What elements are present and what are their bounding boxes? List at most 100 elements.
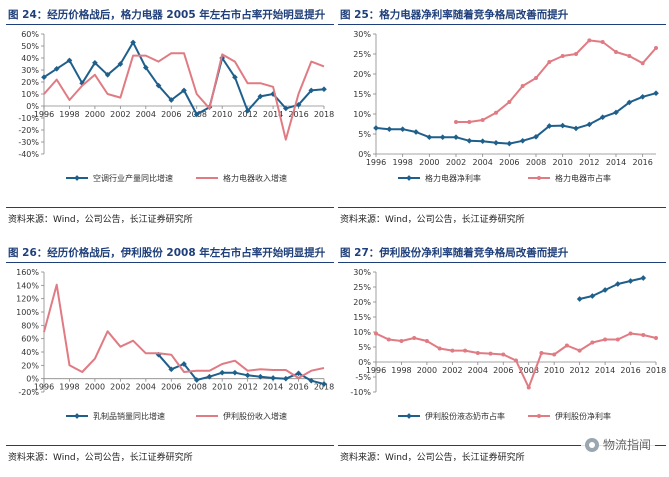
x-tick-label: 2016 [288,383,308,392]
data-point [479,138,486,145]
x-tick-label: 2002 [110,110,130,119]
x-tick-label: 2016 [620,366,640,375]
chart-title: 图 25：格力电器净利率随着竞争格局改善而提升 [340,9,569,21]
data-point [475,351,480,355]
data-point [494,110,498,115]
source-note: 资料来源：Wind，公司公告，长江证券研究所 [8,215,193,225]
data-point [560,54,565,58]
data-point [640,61,645,66]
data-point [412,336,417,340]
data-point [576,296,583,302]
data-point [547,60,552,64]
data-point [574,52,578,56]
data-point [627,54,632,58]
y-tick-label: 10% [353,328,371,337]
data-point [603,337,608,342]
line-chart-25: 0% 5% 10% 15% 20% 25% 30% 1996 1998 2000 2002 2004 2… [353,30,659,183]
x-tick-label: 2012 [579,158,599,167]
data-point [386,126,393,133]
y-tick-label: -20% [18,388,39,397]
x-tick-label: 2004 [136,383,156,392]
x-tick-label: 2004 [136,110,156,119]
x-tick-label: 2002 [442,366,462,375]
data-point [573,125,579,132]
data-point [282,375,289,382]
legend-marker [74,175,80,181]
legend-label: 伊利股份收入增速 [223,411,287,421]
data-point [386,337,391,342]
chart-panel-24: 图 24：经历价格战后，格力电器 2005 年左右市占率开始明显提升 -40% -… [6,2,334,234]
title-rule [338,24,666,25]
y-tick-label: 25% [353,283,371,292]
x-tick-label: 2018 [314,383,334,392]
y-tick-label: 0% [358,358,371,367]
y-tick-label: -40% [18,150,39,159]
data-point [600,40,605,44]
data-point [590,340,595,345]
data-point [270,375,276,381]
data-point [577,348,582,353]
data-point [437,346,442,351]
x-tick-label: 2010 [212,383,232,392]
data-point [641,333,646,337]
line-chart-27: -10% -5% 0% 5% 10% 15% 20% 25% 30% 1996 1998 2000 20… [350,268,666,421]
data-point [193,377,200,383]
data-point [104,71,111,78]
y-tick-label: -10% [18,114,39,123]
x-tick-label: 2010 [552,158,572,167]
chart-panel-25: 图 25：格力电器净利率随着竞争格局改善而提升 0% 5% 10% 15% 20% 25%… [338,2,666,234]
legend-label: 伊利股份净利率 [555,411,611,421]
line-chart-26: -20% 0% 20% 40% 60% 80% 100% 120% 140% 160% 1996 19… [16,268,334,421]
y-tick-label: 5% [358,130,371,139]
x-tick-label: 2006 [161,110,181,119]
chart-panel-27: 图 27：伊利股份净利率随着竞争格局改善而提升 -10% -5% 0% 5% 10% 15… [338,240,666,472]
x-tick-label: 2000 [85,110,105,119]
y-tick-label: 0% [358,150,371,159]
x-tick-label: 2014 [595,366,615,375]
legend-label: 乳制品销量同比增速 [93,411,165,421]
y-tick-label: 140% [16,281,39,290]
data-point [257,93,264,100]
x-tick-label: 1996 [34,383,54,392]
x-tick-label: 2012 [569,366,589,375]
data-point [514,358,518,363]
data-point [614,281,621,287]
x-tick-label: 2012 [237,383,257,392]
data-point [654,46,658,50]
y-tick-label: 15% [353,313,371,322]
legend-label: 伊利股份液态奶市占率 [425,411,505,421]
y-tick-label: 30% [353,30,371,39]
y-tick-label: 10% [21,90,39,99]
x-tick-label: 2008 [526,158,546,167]
data-point [501,352,506,357]
data-point [257,373,264,380]
x-tick-label: 2010 [212,110,232,119]
chart-title: 图 27：伊利股份净利率随着竞争格局改善而提升 [340,247,569,259]
x-tick-label: 2008 [187,383,207,392]
data-point [53,65,60,72]
y-tick-label: 50% [21,42,39,51]
legend-label: 空调行业产量同比增速 [93,173,173,183]
x-tick-label: 2000 [417,366,437,375]
data-point [599,114,606,121]
y-tick-label: 120% [16,295,39,304]
source-rule [6,445,334,446]
source-rule [338,445,666,446]
x-tick-label: 2018 [646,366,666,375]
data-point [539,351,544,355]
legend-label: 格力电器收入增速 [223,173,287,183]
y-tick-label: 0% [26,102,39,111]
data-point [373,125,379,131]
x-tick-label: 2006 [493,366,513,375]
data-point [640,275,647,281]
data-point [614,50,618,54]
source-note: 资料来源：Wind，公司公告，长江证券研究所 [340,215,525,225]
x-tick-label: 2012 [237,110,257,119]
source-rule [6,207,334,208]
data-point [526,385,531,390]
data-point [466,137,473,144]
y-tick-label: 100% [16,308,39,317]
data-point [653,90,659,97]
source-note: 资料来源：Wind，公司公告，长江证券研究所 [340,453,525,463]
series-line [43,283,325,379]
